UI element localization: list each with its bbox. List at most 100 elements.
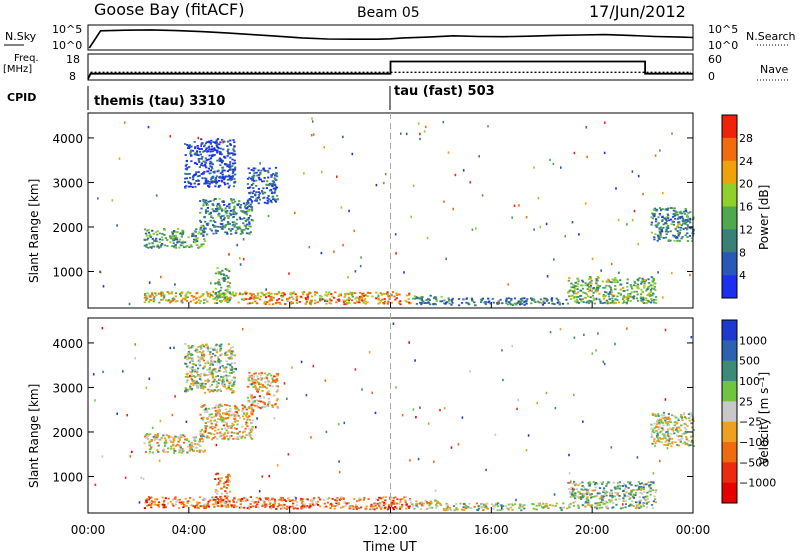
echo-cell xyxy=(305,298,308,301)
echo-cell xyxy=(316,301,319,304)
echo-cell xyxy=(313,497,316,500)
echo-cell xyxy=(576,299,579,302)
echo-cell xyxy=(233,506,236,509)
echo-cell xyxy=(245,497,248,500)
echo-cell xyxy=(375,291,378,294)
echo-cell xyxy=(244,291,247,293)
echo-cell xyxy=(176,237,179,239)
echo-cell xyxy=(679,229,682,231)
echo-cell xyxy=(247,217,250,219)
echo-cell xyxy=(604,286,607,289)
echo-cell xyxy=(221,364,224,367)
echo-cell xyxy=(392,508,395,511)
echo-cell xyxy=(681,217,685,220)
echo-cell xyxy=(228,435,231,438)
echo-cell xyxy=(197,180,200,182)
echo-cell xyxy=(259,192,262,195)
echo-cell xyxy=(200,357,203,360)
echo-cell xyxy=(226,223,229,226)
echo-cell xyxy=(248,221,251,224)
echo-cell xyxy=(334,291,337,294)
echo-cell xyxy=(249,430,252,433)
echo-cell xyxy=(210,229,213,232)
echo-cell xyxy=(192,178,195,181)
echo-cell xyxy=(228,163,232,166)
echo-cell xyxy=(685,417,688,420)
echo-cell xyxy=(293,496,296,499)
echo-cell xyxy=(273,501,276,504)
echo-cell xyxy=(202,405,205,407)
echo-cell xyxy=(255,191,258,193)
echo-cell xyxy=(442,508,445,510)
echo-cell xyxy=(647,286,650,289)
echo-cell xyxy=(231,165,234,167)
echo-cell xyxy=(184,185,187,188)
echo-cell xyxy=(284,303,287,305)
echo-cell xyxy=(691,426,694,429)
echo-cell xyxy=(306,295,309,298)
echo-speck xyxy=(434,489,437,492)
echo-cell xyxy=(444,302,447,305)
echo-cell xyxy=(216,410,219,412)
echo-cell xyxy=(679,438,682,441)
echo-cell xyxy=(572,482,575,485)
echo-cell xyxy=(182,246,186,249)
echo-cell xyxy=(281,504,284,507)
echo-cell xyxy=(658,436,661,439)
echo-cell xyxy=(249,231,252,234)
echo-cell xyxy=(590,505,593,508)
echo-cell xyxy=(203,170,206,173)
echo-cell xyxy=(157,245,160,248)
echo-cell xyxy=(598,492,601,495)
echo-cell xyxy=(595,495,598,497)
echo-cell xyxy=(306,505,309,507)
echo-cell xyxy=(190,446,193,449)
echo-cell xyxy=(184,497,187,500)
echo-cell xyxy=(657,413,660,415)
echo-cell xyxy=(576,288,579,290)
echo-cell xyxy=(505,302,508,304)
echo-cell xyxy=(229,407,232,410)
echo-cell xyxy=(667,240,670,242)
echo-cell xyxy=(259,373,262,376)
echo-cell xyxy=(574,484,577,487)
echo-cell xyxy=(455,507,458,509)
echo-cell xyxy=(496,505,500,508)
echo-cell xyxy=(477,505,480,507)
echo-cell xyxy=(263,180,266,183)
echo-cell xyxy=(202,433,205,435)
echo-cell xyxy=(361,292,364,295)
echo-cell xyxy=(187,357,190,360)
echo-cell xyxy=(233,159,236,162)
echo-cell xyxy=(232,210,235,213)
echo-cell xyxy=(667,413,670,415)
echo-cell xyxy=(225,423,228,426)
echo-cell xyxy=(639,482,642,485)
echo-cell xyxy=(309,503,312,505)
echo-cell xyxy=(206,435,209,438)
echo-speck xyxy=(157,433,159,436)
echo-cell xyxy=(614,298,617,301)
echo-speck xyxy=(138,501,141,504)
echo-cell xyxy=(652,292,655,295)
echo-cell xyxy=(201,433,204,436)
echo-cell xyxy=(582,504,585,507)
echo-cell xyxy=(633,280,636,283)
echo-cell xyxy=(259,406,262,409)
echo-speck xyxy=(568,472,571,475)
echo-cell xyxy=(616,279,619,282)
echo-cell xyxy=(542,502,545,505)
echo-cell xyxy=(643,286,646,289)
echo-cell xyxy=(575,488,578,490)
echo-cell xyxy=(150,496,153,499)
echo-cell xyxy=(256,294,259,297)
echo-cell xyxy=(640,485,643,488)
echo-cell xyxy=(226,205,229,208)
echo-cell xyxy=(616,299,619,301)
echo-cell xyxy=(218,147,221,150)
echo-cell xyxy=(268,393,272,396)
echo-cell xyxy=(204,422,207,424)
echo-cell xyxy=(445,509,448,512)
echo-cell xyxy=(203,199,206,202)
echo-speck xyxy=(545,222,548,226)
